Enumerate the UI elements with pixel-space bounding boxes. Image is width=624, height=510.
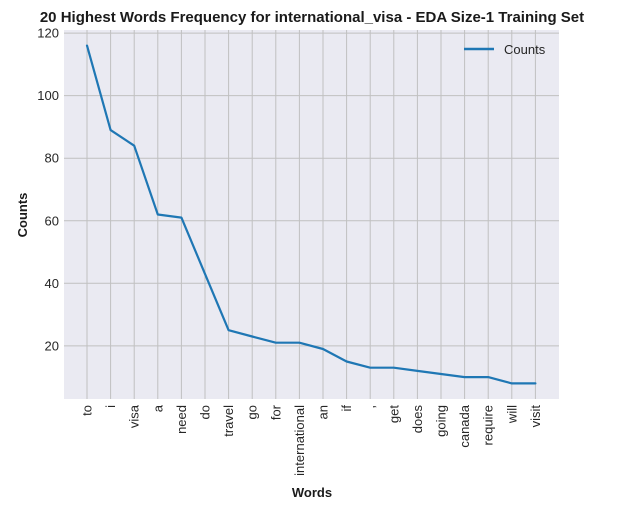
plot-area (64, 30, 559, 399)
chart-title: 20 Highest Words Frequency for internati… (40, 9, 584, 26)
x-tick-label-1: i (103, 405, 118, 408)
y-tick-label-100: 100 (37, 88, 59, 103)
x-tick-label-9: international (292, 405, 307, 476)
y-tick-label-80: 80 (45, 151, 59, 166)
x-tick-label-11: if (339, 405, 354, 412)
legend-label-counts: Counts (504, 42, 546, 57)
x-axis-label: Words (292, 485, 332, 500)
x-tick-label-13: get (386, 405, 401, 423)
x-tick-label-18: will (504, 405, 519, 424)
x-tick-label-17: require (481, 405, 496, 445)
x-tick-label-2: visa (127, 404, 142, 428)
y-tick-label-120: 120 (37, 26, 59, 41)
y-axis-label: Counts (15, 193, 30, 238)
x-tick-label-6: travel (221, 405, 236, 437)
y-axis-ticks: 20 40 60 80 100 120 (37, 26, 59, 354)
x-tick-label-8: for (268, 404, 283, 420)
series-line-counts (85, 44, 537, 385)
x-tick-label-16: canada (457, 404, 472, 447)
x-tick-label-14: does (410, 405, 425, 434)
x-tick-label-0: to (80, 405, 95, 416)
legend: Counts (464, 42, 546, 57)
x-tick-label-10: an (316, 405, 331, 419)
x-tick-label-19: visit (528, 405, 543, 428)
x-tick-label-5: do (198, 405, 213, 419)
x-tick-label-4: need (174, 405, 189, 434)
y-tick-label-60: 60 (45, 213, 59, 228)
y-tick-label-40: 40 (45, 276, 59, 291)
x-axis-ticks: to i visa a need do travel go for international an… (80, 404, 543, 476)
x-tick-label-3: a (150, 404, 165, 412)
x-tick-label-15: going (434, 405, 449, 437)
y-tick-label-20: 20 (45, 338, 59, 353)
x-tick-label-12: , (363, 405, 378, 409)
x-tick-label-7: go (245, 405, 260, 419)
